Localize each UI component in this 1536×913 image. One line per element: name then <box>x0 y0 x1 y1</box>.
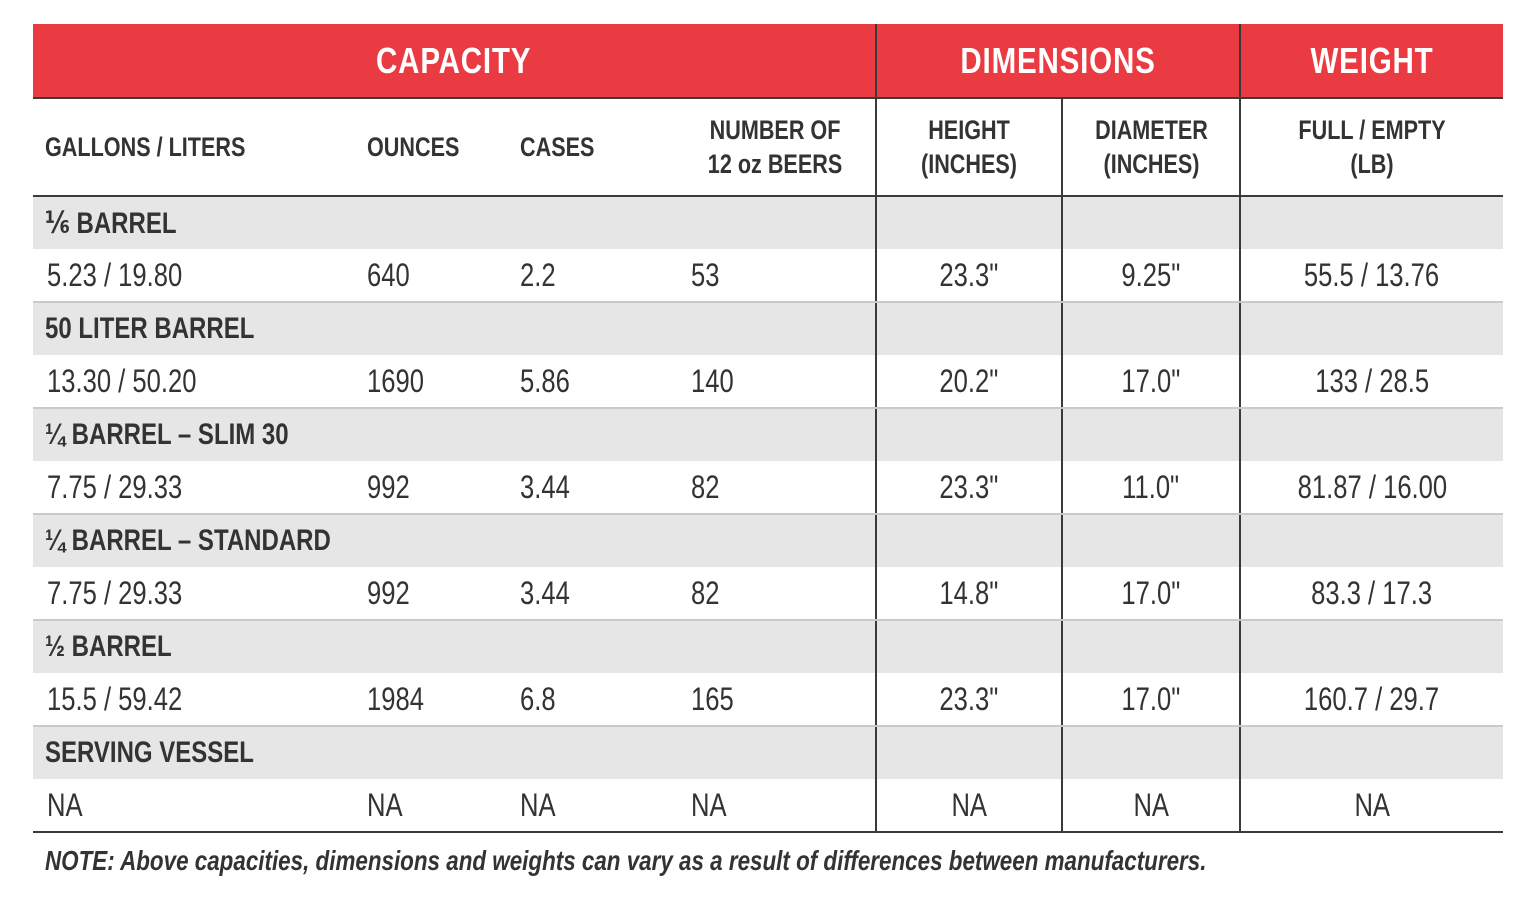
label-filler <box>875 726 1063 779</box>
col-gallons-liters: GALLONS / LITERS <box>33 99 367 197</box>
label-filler <box>875 620 1063 673</box>
label-filler <box>1062 726 1241 779</box>
cell-gallons-liters: 7.75 / 29.33 <box>33 461 367 515</box>
cell-diameter: 17.0" <box>1062 673 1241 727</box>
cell-diameter: 11.0" <box>1062 461 1241 515</box>
keg-type-label: ¼ BARREL – STANDARD <box>33 514 876 567</box>
group-dimensions-label: DIMENSIONS <box>960 39 1156 81</box>
cell-diameter: 17.0" <box>1062 355 1241 409</box>
keg-label-row: ¼ BARREL – SLIM 30 <box>33 408 1503 461</box>
cell-beers: 140 <box>676 355 877 409</box>
cell-gallons-liters: 15.5 / 59.42 <box>33 673 367 727</box>
label-filler <box>1240 302 1503 355</box>
keg-label-row: ¼ BARREL – STANDARD <box>33 514 1503 567</box>
label-filler <box>1240 620 1503 673</box>
label-filler <box>1240 726 1503 779</box>
keg-spec-table: GALLONS / LITERS OUNCES CASES NUMBER OF 1… <box>33 99 1503 833</box>
footnote: NOTE: Above capacities, dimensions and w… <box>45 845 1207 876</box>
group-dimensions: DIMENSIONS <box>877 24 1242 97</box>
keg-type-label: 50 LITER BARREL <box>33 302 876 355</box>
keg-type-label: ¼ BARREL – SLIM 30 <box>33 408 876 461</box>
keg-values-row: 5.23 / 19.80 640 2.2 53 23.3" 9.25" 55.5 / 13.… <box>33 249 1503 303</box>
col-weight: FULL / EMPTY (LB) <box>1240 99 1503 197</box>
keg-values-row: 13.30 / 50.20 1690 5.86 140 20.2" 17.0" 133 / … <box>33 355 1503 409</box>
cell-beers: 82 <box>676 461 877 515</box>
cell-weight: 81.87 / 16.00 <box>1240 461 1503 515</box>
cell-cases: 6.8 <box>520 673 676 727</box>
cell-diameter: 17.0" <box>1062 567 1241 621</box>
cell-weight: 160.7 / 29.7 <box>1240 673 1503 727</box>
group-capacity: CAPACITY <box>33 24 877 97</box>
label-filler <box>1240 196 1503 249</box>
cell-diameter: NA <box>1062 779 1241 833</box>
col-cases: CASES <box>520 99 676 197</box>
cell-cases: 3.44 <box>520 461 676 515</box>
cell-weight: 83.3 / 17.3 <box>1240 567 1503 621</box>
cell-weight: 133 / 28.5 <box>1240 355 1503 409</box>
label-filler <box>875 302 1063 355</box>
cell-ounces: 992 <box>367 567 520 621</box>
label-filler <box>875 408 1063 461</box>
keg-label-row: SERVING VESSEL <box>33 726 1503 779</box>
cell-beers: 165 <box>676 673 877 727</box>
cell-gallons-liters: 5.23 / 19.80 <box>33 249 367 303</box>
label-filler <box>1240 408 1503 461</box>
cell-ounces: 1690 <box>367 355 520 409</box>
cell-cases: 2.2 <box>520 249 676 303</box>
group-capacity-label: CAPACITY <box>376 39 532 81</box>
cell-gallons-liters: NA <box>33 779 367 833</box>
keg-type-label: ½ BARREL <box>33 620 876 673</box>
cell-cases: 5.86 <box>520 355 676 409</box>
label-filler <box>1062 302 1241 355</box>
keg-label-row: ½ BARREL <box>33 620 1503 673</box>
cell-beers: 82 <box>676 567 877 621</box>
cell-height: 23.3" <box>876 461 1063 515</box>
col-height: HEIGHT (INCHES) <box>876 99 1063 197</box>
cell-ounces: NA <box>367 779 520 833</box>
group-weight: WEIGHT <box>1241 24 1503 97</box>
cell-weight: NA <box>1240 779 1503 833</box>
keg-label-row: 50 LITER BARREL <box>33 302 1503 355</box>
label-filler <box>1062 620 1241 673</box>
keg-type-label: SERVING VESSEL <box>33 726 876 779</box>
label-filler <box>875 196 1063 249</box>
cell-gallons-liters: 13.30 / 50.20 <box>33 355 367 409</box>
cell-height: 14.8" <box>876 567 1063 621</box>
keg-label-row: ⅙ BARREL <box>33 196 1503 249</box>
cell-height: 23.3" <box>876 673 1063 727</box>
cell-gallons-liters: 7.75 / 29.33 <box>33 567 367 621</box>
cell-height: 23.3" <box>876 249 1063 303</box>
label-filler <box>1240 514 1503 567</box>
label-filler <box>1062 196 1241 249</box>
group-header-bar: CAPACITY DIMENSIONS WEIGHT <box>33 24 1503 99</box>
keg-values-row: 7.75 / 29.33 992 3.44 82 23.3" 11.0" 81.87 / 1… <box>33 461 1503 515</box>
keg-spec-sheet: CAPACITY DIMENSIONS WEIGHT GALLONS / LIT… <box>33 24 1503 877</box>
cell-ounces: 992 <box>367 461 520 515</box>
cell-cases: 3.44 <box>520 567 676 621</box>
cell-weight: 55.5 / 13.76 <box>1240 249 1503 303</box>
keg-type-label: ⅙ BARREL <box>33 196 876 249</box>
label-filler <box>1062 514 1241 567</box>
col-diameter: DIAMETER (INCHES) <box>1062 99 1241 197</box>
column-header-row: GALLONS / LITERS OUNCES CASES NUMBER OF 1… <box>33 99 1503 197</box>
cell-ounces: 1984 <box>367 673 520 727</box>
cell-beers: NA <box>676 779 877 833</box>
cell-height: 20.2" <box>876 355 1063 409</box>
keg-values-row: NA NA NA NA NA NA NA <box>33 779 1503 833</box>
cell-height: NA <box>876 779 1063 833</box>
label-filler <box>875 514 1063 567</box>
cell-beers: 53 <box>676 249 877 303</box>
cell-ounces: 640 <box>367 249 520 303</box>
col-ounces: OUNCES <box>367 99 520 197</box>
keg-values-row: 7.75 / 29.33 992 3.44 82 14.8" 17.0" 83.3 / 17… <box>33 567 1503 621</box>
cell-cases: NA <box>520 779 676 833</box>
table-body: ⅙ BARREL 5.23 / 19.80 640 2.2 53 23.3" 9.25" 55… <box>33 196 1503 833</box>
col-number-of-beers: NUMBER OF 12 oz BEERS <box>676 99 877 197</box>
label-filler <box>1062 408 1241 461</box>
cell-diameter: 9.25" <box>1062 249 1241 303</box>
keg-values-row: 15.5 / 59.42 1984 6.8 165 23.3" 17.0" 160.7 / … <box>33 673 1503 727</box>
group-weight-label: WEIGHT <box>1310 39 1434 81</box>
